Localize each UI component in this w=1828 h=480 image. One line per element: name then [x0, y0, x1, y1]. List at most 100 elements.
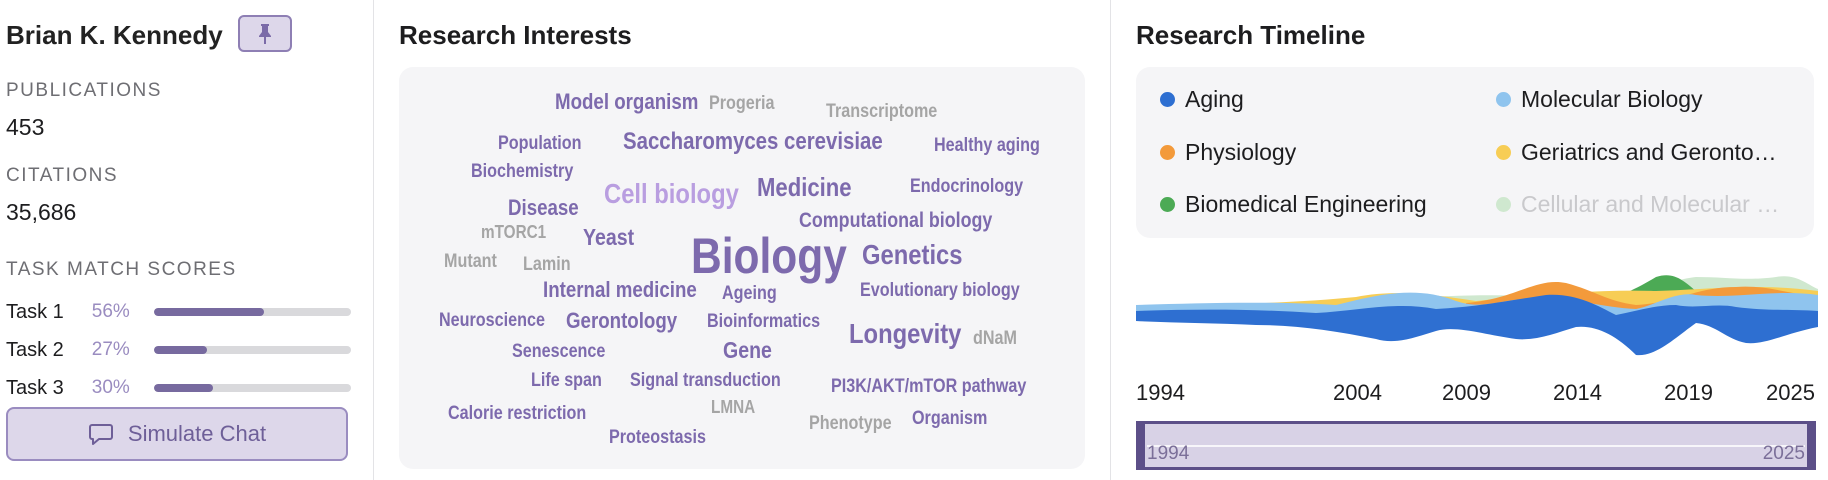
- word-cloud-term[interactable]: Biochemistry: [471, 161, 574, 182]
- word-cloud-term[interactable]: Lamin: [523, 254, 571, 275]
- legend-dot: [1160, 197, 1175, 212]
- brush-track: [1147, 445, 1805, 447]
- pin-icon: [259, 23, 271, 44]
- word-cloud-term[interactable]: Medicine: [757, 172, 852, 202]
- profile-panel: Brian K. Kennedy PUBLICATIONS 453 CITATI…: [0, 0, 372, 480]
- word-cloud-term[interactable]: Calorie restriction: [448, 403, 587, 424]
- word-cloud-term[interactable]: Organism: [912, 408, 988, 429]
- word-cloud-term[interactable]: Computational biology: [799, 209, 993, 232]
- word-cloud-term[interactable]: Saccharomyces cerevisiae: [623, 128, 883, 155]
- task-score-fill: [153, 384, 213, 392]
- publications-value: 453: [6, 114, 45, 140]
- word-cloud-term[interactable]: Endocrinology: [910, 176, 1024, 197]
- task-name: Task 2: [6, 338, 64, 361]
- legend-label: Molecular Biology: [1521, 86, 1703, 112]
- word-cloud-term[interactable]: Life span: [531, 370, 602, 391]
- word-cloud-term[interactable]: Bioinformatics: [707, 311, 821, 332]
- word-cloud-term[interactable]: Proteostasis: [609, 427, 706, 448]
- word-cloud-term[interactable]: Senescence: [512, 341, 606, 362]
- word-cloud-term[interactable]: Phenotype: [809, 413, 892, 434]
- task-percent: 27%: [91, 339, 130, 360]
- researcher-name: Brian K. Kennedy: [6, 20, 223, 50]
- simulate-chat-button[interactable]: Simulate Chat: [6, 407, 348, 461]
- task-name: Task 1: [6, 300, 64, 323]
- word-cloud-term[interactable]: Gerontology: [566, 308, 678, 333]
- legend-label: Geriatrics and Geronto…: [1521, 139, 1777, 165]
- task-row: Task 3 30%: [6, 376, 351, 400]
- task-row: Task 2 27%: [6, 338, 351, 362]
- citations-value: 35,686: [6, 199, 77, 225]
- word-cloud-term[interactable]: PI3K/AKT/mTOR pathway: [831, 376, 1027, 397]
- legend-label: Physiology: [1185, 139, 1297, 165]
- word-cloud-term[interactable]: Longevity: [849, 318, 962, 349]
- timeline-tick: 2004: [1333, 380, 1382, 405]
- legend-item-biomedical-engineering[interactable]: Biomedical Engineering: [1160, 191, 1427, 218]
- word-cloud-term[interactable]: Internal medicine: [543, 277, 697, 302]
- task-percent: 56%: [91, 301, 130, 322]
- word-cloud-term[interactable]: Evolutionary biology: [860, 280, 1020, 301]
- legend-label: Cellular and Molecular …: [1521, 191, 1780, 217]
- word-cloud-term[interactable]: Genetics: [862, 239, 963, 270]
- word-cloud-term[interactable]: Yeast: [583, 224, 635, 250]
- timeline-range-brush[interactable]: 1994 2025: [1136, 421, 1816, 470]
- word-cloud-term[interactable]: LMNA: [711, 397, 756, 417]
- streamgraph: [1136, 275, 1818, 356]
- brush-end-label: 2025: [1762, 443, 1805, 464]
- stream-aging: [1136, 294, 1818, 356]
- simulate-chat-label: Simulate Chat: [127, 421, 267, 446]
- legend-dot: [1496, 197, 1511, 212]
- task-score-fill: [153, 308, 265, 316]
- legend-dot: [1496, 145, 1511, 160]
- word-cloud-term[interactable]: Progeria: [709, 93, 775, 114]
- task-score-bar: [153, 346, 351, 354]
- word-cloud-term[interactable]: Transcriptome: [826, 101, 938, 122]
- timeline-tick: 1994: [1136, 380, 1185, 405]
- word-cloud-term[interactable]: Biology: [691, 228, 847, 284]
- task-score-bar: [153, 308, 351, 316]
- legend-dot: [1160, 92, 1175, 107]
- legend-item-molecular-biology[interactable]: Molecular Biology: [1496, 86, 1801, 113]
- word-cloud-term[interactable]: Model organism: [555, 89, 699, 114]
- word-cloud-term[interactable]: Neuroscience: [439, 310, 545, 331]
- task-scores-label: TASK MATCH SCORES: [6, 259, 237, 280]
- timeline-tick: 2019: [1664, 380, 1713, 405]
- publications-label: PUBLICATIONS: [6, 80, 162, 101]
- research-timeline-title: Research Timeline: [1136, 20, 1366, 50]
- word-cloud-term[interactable]: Mutant: [444, 251, 497, 272]
- task-row: Task 1 56%: [6, 300, 351, 324]
- stream-geriatrics: [1136, 286, 1818, 309]
- word-cloud-term[interactable]: Cell biology: [604, 178, 739, 209]
- brush-start-handle[interactable]: [1136, 421, 1145, 470]
- word-cloud-term[interactable]: mTORC1: [481, 222, 547, 242]
- word-cloud-term[interactable]: Signal transduction: [630, 370, 781, 391]
- timeline-tick: 2014: [1553, 380, 1602, 405]
- word-cloud: Model organism Progeria Transcriptome Po…: [399, 67, 1085, 469]
- word-cloud-term[interactable]: Disease: [508, 195, 579, 220]
- research-timeline-panel: Research Timeline Aging Molecular Biolog…: [1110, 0, 1828, 480]
- pin-button[interactable]: [238, 15, 292, 52]
- legend-item-geriatrics[interactable]: Geriatrics and Geronto…: [1496, 139, 1801, 166]
- brush-end-handle[interactable]: [1807, 421, 1816, 470]
- task-score-fill: [153, 346, 207, 354]
- legend-dot: [1160, 145, 1175, 160]
- word-cloud-term[interactable]: Population: [498, 133, 582, 154]
- word-cloud-term[interactable]: Ageing: [722, 283, 777, 304]
- chat-bubble-icon: [88, 424, 113, 445]
- task-percent: 30%: [91, 377, 130, 398]
- legend-dot: [1496, 92, 1511, 107]
- citations-label: CITATIONS: [6, 165, 119, 186]
- word-cloud-term[interactable]: Gene: [723, 337, 772, 363]
- legend-item-physiology[interactable]: Physiology: [1160, 139, 1296, 166]
- word-cloud-term[interactable]: Healthy aging: [934, 135, 1040, 156]
- timeline-tick: 2009: [1442, 380, 1491, 405]
- legend-label: Biomedical Engineering: [1185, 191, 1427, 217]
- research-interests-panel: Research Interests Model organism Proger…: [373, 0, 1110, 480]
- legend-item-aging[interactable]: Aging: [1160, 86, 1244, 113]
- legend-label: Aging: [1185, 86, 1244, 112]
- research-interests-title: Research Interests: [399, 20, 632, 50]
- brush-start-label: 1994: [1147, 443, 1190, 464]
- legend-item-cellular-molecular[interactable]: Cellular and Molecular …: [1496, 191, 1801, 218]
- timeline-tick: 2025: [1766, 380, 1815, 405]
- word-cloud-term[interactable]: dNaM: [973, 328, 1017, 349]
- task-name: Task 3: [6, 376, 64, 399]
